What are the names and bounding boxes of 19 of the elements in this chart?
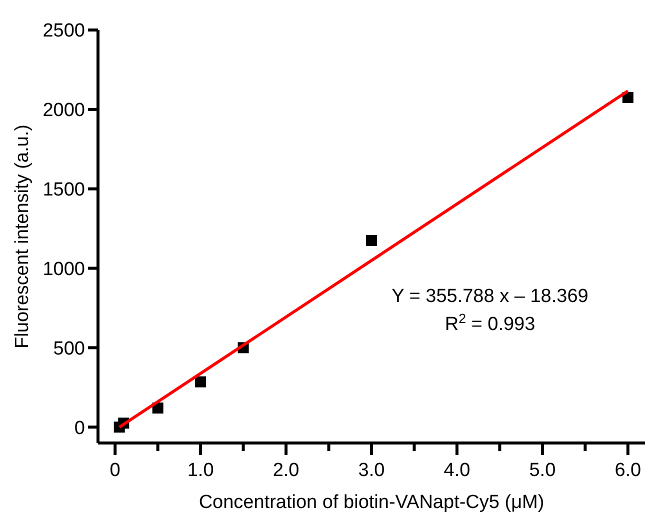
y-tick-label: 1500 — [42, 179, 85, 200]
y-tick-label: 0 — [74, 418, 85, 439]
x-tick-label: 1.0 — [187, 460, 214, 481]
x-tick-label: 2.0 — [272, 460, 300, 481]
y-tick-label: 1000 — [42, 258, 85, 280]
point — [195, 376, 206, 388]
y-axis-title: Fluorescent intensity (a.u.) — [12, 124, 33, 348]
point — [366, 234, 377, 246]
y-tick-label: 2000 — [42, 100, 85, 122]
y-tick-label: 500 — [53, 338, 85, 360]
x-tick-label: 6.0 — [614, 460, 642, 481]
x-tick-label: 3.0 — [358, 460, 385, 481]
y-tick-label: 2500 — [42, 20, 85, 42]
annotation: R$^{2}$ = 0.993 — [444, 310, 536, 335]
x-tick-label: 5.0 — [529, 460, 556, 481]
annotation: Y = 355.788 x – 18.369 — [392, 286, 588, 307]
x-tick-label: 0 — [110, 460, 120, 481]
x-tick-label: 4.0 — [444, 460, 470, 481]
x-axis-title: Concentration of biotin-VANapt-Cy5 (μM) — [198, 492, 544, 513]
